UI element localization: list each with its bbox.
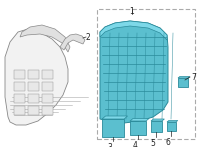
Polygon shape	[102, 116, 128, 119]
Text: 7: 7	[191, 72, 196, 81]
FancyBboxPatch shape	[28, 94, 39, 103]
FancyBboxPatch shape	[14, 70, 25, 79]
FancyBboxPatch shape	[178, 78, 188, 87]
Polygon shape	[100, 21, 167, 40]
FancyBboxPatch shape	[42, 82, 53, 91]
Text: 5: 5	[151, 139, 155, 147]
FancyBboxPatch shape	[14, 94, 25, 103]
FancyBboxPatch shape	[28, 70, 39, 79]
Text: 6: 6	[166, 138, 170, 147]
FancyBboxPatch shape	[42, 106, 53, 115]
Text: 3: 3	[108, 143, 112, 147]
FancyBboxPatch shape	[42, 70, 53, 79]
FancyBboxPatch shape	[151, 121, 162, 132]
Text: 2: 2	[86, 32, 91, 41]
FancyBboxPatch shape	[167, 122, 176, 131]
Polygon shape	[130, 118, 149, 121]
Text: 1: 1	[130, 7, 134, 16]
FancyBboxPatch shape	[102, 119, 124, 137]
FancyBboxPatch shape	[14, 106, 25, 115]
FancyBboxPatch shape	[130, 121, 146, 135]
Polygon shape	[167, 121, 178, 122]
FancyBboxPatch shape	[28, 82, 39, 91]
FancyBboxPatch shape	[28, 106, 39, 115]
Polygon shape	[60, 34, 85, 50]
Polygon shape	[5, 29, 68, 125]
Polygon shape	[178, 76, 190, 78]
FancyBboxPatch shape	[14, 82, 25, 91]
FancyBboxPatch shape	[42, 94, 53, 103]
Polygon shape	[151, 119, 164, 121]
Polygon shape	[20, 25, 70, 52]
FancyBboxPatch shape	[97, 9, 195, 139]
Text: 4: 4	[133, 141, 137, 147]
Polygon shape	[100, 21, 168, 123]
